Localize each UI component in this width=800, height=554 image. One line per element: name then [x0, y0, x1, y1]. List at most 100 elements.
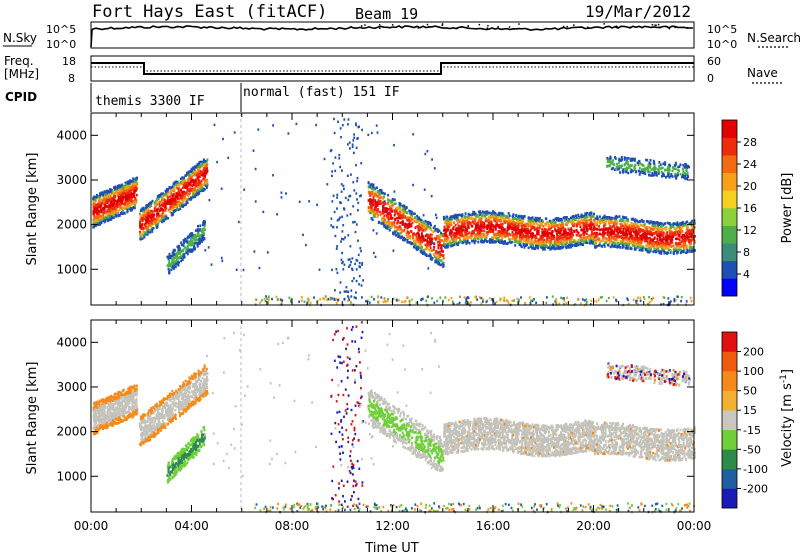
echo-point — [471, 239, 473, 243]
echo-point — [175, 259, 178, 263]
echo-point — [418, 246, 421, 250]
echo-point — [435, 259, 438, 263]
echo-point — [625, 243, 628, 246]
echo-point — [670, 224, 673, 228]
echo-point — [530, 217, 533, 220]
echo-point — [447, 228, 449, 232]
echo-point — [114, 204, 117, 207]
echo-point — [418, 234, 420, 238]
echo-point — [173, 260, 176, 264]
echo-point — [155, 223, 158, 227]
echo-point — [147, 219, 150, 223]
echo-point — [652, 242, 655, 246]
echo-point — [465, 228, 467, 231]
echo-point — [155, 201, 158, 204]
echo-point — [541, 244, 544, 248]
echo-point — [162, 216, 165, 219]
echo-point — [475, 214, 478, 218]
echo-point — [679, 222, 682, 225]
echo-point — [598, 242, 601, 245]
echo-point — [202, 158, 205, 161]
echo-point — [538, 240, 541, 243]
echo-point — [513, 235, 516, 238]
echo-point — [584, 212, 587, 215]
echo-point — [521, 231, 524, 234]
echo-point — [458, 236, 461, 240]
echo-point — [412, 218, 415, 221]
echo-point — [542, 235, 545, 239]
echo-point — [536, 223, 539, 227]
echo-point — [549, 243, 552, 247]
echo-point — [528, 231, 531, 235]
echo-point — [160, 218, 163, 222]
echo-point — [392, 223, 395, 227]
echo-point — [566, 236, 569, 240]
echo-point — [620, 236, 623, 239]
echo-point — [471, 220, 474, 223]
echo-point — [379, 213, 382, 217]
echo-point — [476, 237, 479, 240]
echo-point — [406, 224, 409, 227]
echo-point — [167, 188, 170, 191]
echo-point — [121, 211, 123, 214]
echo-point — [597, 244, 600, 247]
echo-point — [609, 218, 612, 222]
echo-point — [173, 185, 175, 188]
echo-point — [451, 244, 454, 247]
echo-point — [605, 227, 608, 231]
echo-point — [432, 248, 435, 251]
echo-point — [680, 248, 683, 252]
echo-point — [569, 237, 571, 241]
echo-point — [192, 195, 195, 198]
echo-point — [610, 216, 613, 220]
echo-point — [556, 224, 559, 228]
freq-label-1: Freq. — [4, 54, 34, 68]
echo-point — [203, 166, 206, 169]
echo-point — [499, 231, 502, 235]
echo-point — [572, 215, 575, 218]
echo-point — [370, 205, 373, 209]
echo-point — [616, 239, 619, 242]
echo-point — [194, 170, 197, 173]
echo-point — [583, 218, 586, 221]
echo-point — [567, 232, 570, 235]
echo-point — [551, 230, 553, 234]
echo-point — [105, 195, 108, 199]
echo-point — [608, 222, 611, 225]
echo-point — [407, 216, 410, 219]
echo-point — [149, 222, 152, 226]
echo-point — [183, 182, 186, 186]
echo-point — [384, 220, 387, 224]
echo-point — [608, 217, 611, 220]
echo-point — [570, 221, 573, 224]
echo-point — [467, 236, 470, 239]
echo-point — [481, 225, 484, 229]
echo-point — [582, 219, 585, 222]
echo-point — [125, 186, 127, 189]
noise-sky-trace — [90, 24, 693, 48]
echo-point — [649, 239, 652, 243]
echo-point — [634, 248, 637, 251]
echo-point — [594, 220, 597, 224]
echo-point — [426, 239, 428, 242]
echo-point — [163, 193, 166, 197]
echo-point — [153, 207, 156, 211]
echo-point — [499, 214, 502, 218]
echo-point — [604, 231, 606, 235]
echo-point — [173, 256, 175, 260]
echo-point — [183, 255, 186, 259]
noise-search-point — [562, 25, 565, 28]
echo-point — [194, 178, 197, 181]
echo-point — [149, 231, 151, 234]
echo-point — [428, 240, 431, 243]
echo-point — [615, 223, 618, 227]
echo-point — [655, 243, 658, 247]
echo-point — [490, 227, 493, 231]
echo-point — [206, 166, 208, 170]
echo-point — [506, 216, 509, 219]
echo-point — [540, 237, 543, 241]
echo-point — [154, 208, 157, 211]
echo-point — [118, 199, 121, 203]
echo-point — [150, 209, 153, 213]
echo-point — [679, 251, 682, 255]
